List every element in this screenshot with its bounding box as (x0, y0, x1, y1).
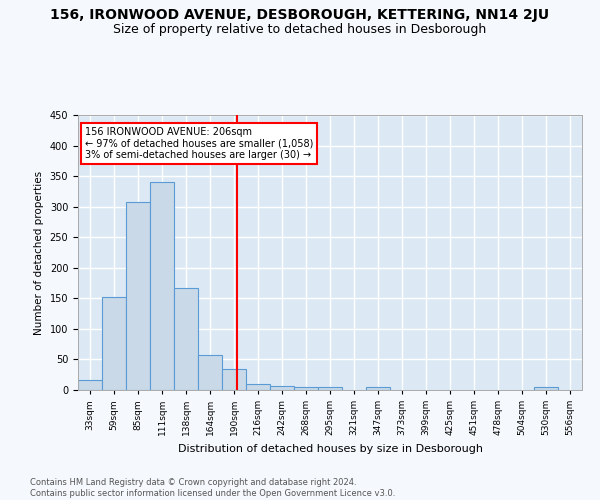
Bar (534, 387, 558, 390)
Bar (126, 202, 150, 390)
Bar (270, 386, 294, 390)
Bar (246, 384, 270, 390)
Bar (294, 387, 318, 390)
Text: Size of property relative to detached houses in Desborough: Size of property relative to detached ho… (113, 22, 487, 36)
Bar (222, 368, 246, 390)
Bar (366, 387, 390, 390)
Bar (198, 354, 222, 390)
Y-axis label: Number of detached properties: Number of detached properties (34, 170, 44, 334)
Text: Contains HM Land Registry data © Crown copyright and database right 2024.
Contai: Contains HM Land Registry data © Crown c… (30, 478, 395, 498)
Bar (150, 182, 174, 390)
Bar (78, 380, 102, 390)
X-axis label: Distribution of detached houses by size in Desborough: Distribution of detached houses by size … (178, 444, 482, 454)
Bar (102, 296, 126, 390)
Text: 156, IRONWOOD AVENUE, DESBOROUGH, KETTERING, NN14 2JU: 156, IRONWOOD AVENUE, DESBOROUGH, KETTER… (50, 8, 550, 22)
Bar (318, 387, 342, 390)
Text: 156 IRONWOOD AVENUE: 206sqm
← 97% of detached houses are smaller (1,058)
3% of s: 156 IRONWOOD AVENUE: 206sqm ← 97% of det… (85, 127, 314, 160)
Bar (174, 288, 198, 390)
